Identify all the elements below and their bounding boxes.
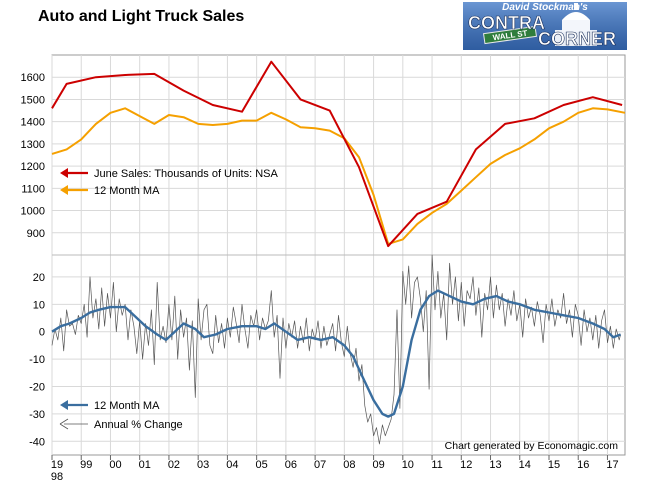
y-tick-label-bottom: 20 [33, 272, 45, 284]
chart-title: Auto and Light Truck Sales [38, 8, 244, 25]
x-tick-label-line1: 00 [109, 459, 121, 471]
x-tick-label: 06 [285, 459, 297, 471]
x-tick-label-line1: 03 [197, 459, 209, 471]
x-tick-label: 15 [548, 459, 560, 471]
x-tick-label-line1: 11 [431, 459, 442, 471]
x-tick-label: 19 98 [51, 459, 63, 483]
legend-change-arrow-icon [59, 418, 69, 430]
x-tick-label-line1: 14 [519, 459, 531, 471]
chart-credit: Chart generated by Economagic.com [445, 440, 619, 452]
y-tick-label-bottom: -40 [29, 436, 45, 448]
x-tick-label: 00 [109, 459, 121, 471]
x-tick-label-line1: 10 [402, 459, 414, 471]
x-tick-label-line1: 12 [460, 459, 472, 471]
x-tick-label: 17 [606, 459, 618, 471]
x-tick-label-line1: 16 [577, 459, 589, 471]
y-tick-label-bottom: -30 [29, 409, 45, 421]
logo-line3: CORNER [538, 29, 616, 49]
sales-ma-line [51, 107, 626, 245]
x-tick-label: 13 [489, 459, 501, 471]
y-tick-label-top: 1500 [21, 94, 45, 106]
x-tick-label-line1: 08 [343, 459, 355, 471]
x-tick-label-line1: 99 [80, 459, 92, 471]
x-tick-label: 99 [80, 459, 92, 471]
x-tick-label: 03 [197, 459, 209, 471]
contra-corner-logo: WALL ST David Stockman's CONTRA CORNER [463, 2, 627, 50]
wall-street-sign-icon: WALL ST [482, 25, 538, 45]
y-tick-label-top: 1000 [21, 206, 45, 218]
logo-line2: CONTRA [468, 13, 545, 33]
x-tick-label: 16 [577, 459, 589, 471]
annual-change-line [51, 254, 621, 445]
june-sales-line [51, 60, 623, 248]
x-tick-label: 11 [431, 459, 442, 471]
y-tick-label-top: 1400 [21, 117, 45, 129]
y-tick-label-top: 1300 [21, 139, 45, 151]
x-tick-label-line1: 09 [372, 459, 384, 471]
series-lines [51, 60, 626, 445]
x-tick-label: 04 [226, 459, 238, 471]
logo-line1: David Stockman's [502, 2, 588, 13]
y-tick-label-top: 900 [27, 228, 45, 240]
x-tick-label: 12 [460, 459, 472, 471]
y-tick-label-top: 1200 [21, 161, 45, 173]
x-tick-label: 10 [402, 459, 414, 471]
x-tick-label-line1: 05 [256, 459, 268, 471]
x-tick-label-line1: 13 [489, 459, 501, 471]
x-tick-label-line1: 06 [285, 459, 297, 471]
x-tick-label-line1: 04 [226, 459, 238, 471]
x-tick-label-line1: 15 [548, 459, 560, 471]
x-tick-label: 14 [519, 459, 531, 471]
x-tick-label-line1: 17 [606, 459, 618, 471]
x-tick-label-line2: 98 [51, 471, 63, 483]
x-tick-label: 09 [372, 459, 384, 471]
legend-sales-label: June Sales: Thousands of Units: NSA [94, 168, 279, 180]
y-tick-label-top: 1600 [21, 72, 45, 84]
x-tick-label-line1: 01 [139, 459, 151, 471]
x-tick-label: 01 [139, 459, 151, 471]
x-tick-label: 05 [256, 459, 268, 471]
x-tick-label: 08 [343, 459, 355, 471]
legend-bottom: 12 Month MA Annual % Change [59, 400, 183, 431]
y-tick-label-bottom: 10 [33, 299, 45, 311]
grid-lines [51, 55, 625, 460]
x-tick-label-line1: 07 [314, 459, 326, 471]
y-tick-label-bottom: -20 [29, 382, 45, 394]
legend-sales-arrow-icon [60, 168, 68, 178]
x-tick-label-line1: 19 [51, 459, 63, 471]
capitol-dome-icon [555, 3, 597, 46]
x-tick-label: 02 [168, 459, 180, 471]
legend-change-label: Annual % Change [94, 419, 183, 431]
yoy-ma-line [51, 289, 622, 418]
y-tick-label-bottom: -10 [29, 354, 45, 366]
x-tick-label-line1: 02 [168, 459, 180, 471]
y-tick-label-top: 1100 [21, 183, 45, 195]
y-tick-label-bottom: 0 [39, 327, 45, 339]
x-tick-label: 07 [314, 459, 326, 471]
axis-labels: 9001000110012001300140015001600-40-30-20… [21, 72, 619, 483]
legend-yoy-ma-label: 12 Month MA [94, 400, 160, 412]
legend-yoy-ma-arrow-icon [60, 400, 68, 410]
legend-ma-arrow-icon [60, 185, 68, 195]
legend-ma-label: 12 Month MA [94, 185, 160, 197]
legend-top: June Sales: Thousands of Units: NSA 12 M… [60, 168, 279, 197]
